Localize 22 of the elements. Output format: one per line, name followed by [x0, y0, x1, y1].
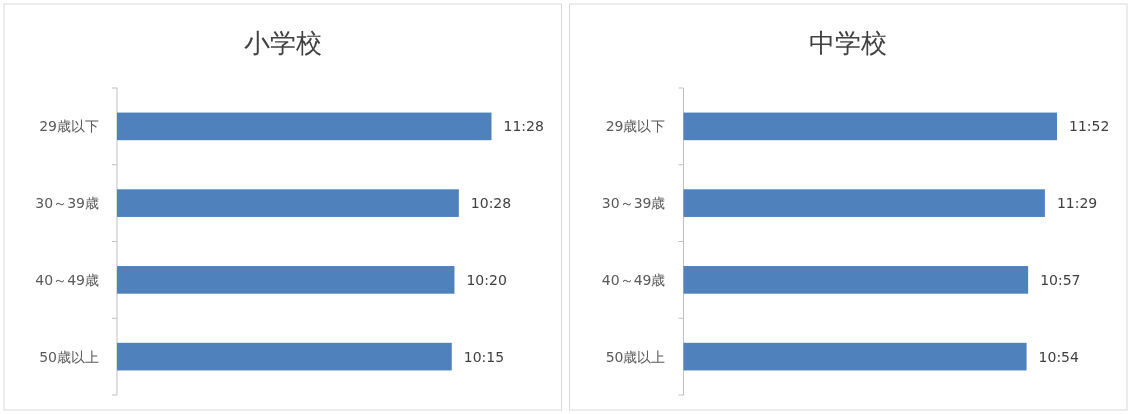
y-tick-label: 30～39歳: [35, 195, 99, 212]
chart-title: 中学校: [809, 28, 888, 58]
data-label: 10:57: [1040, 271, 1081, 288]
y-tick-label: 50歳以上: [605, 348, 666, 365]
chart-title: 小学校: [243, 28, 322, 58]
data-label: 10:20: [466, 271, 507, 288]
bar: [117, 189, 459, 217]
y-tick-label: 50歳以上: [39, 348, 99, 365]
bar: [117, 112, 492, 141]
data-label: 10:15: [463, 348, 505, 365]
y-tick-label: 29歳以下: [605, 118, 666, 135]
y-tick-label: 30～39歳: [601, 195, 666, 212]
y-tick-label: 29歳以下: [39, 118, 99, 135]
data-label: 11:28: [503, 118, 544, 135]
y-tick-label: 40～49歳: [35, 271, 99, 288]
data-label: 11:29: [1056, 195, 1098, 212]
data-label: 11:52: [1069, 118, 1110, 135]
bar: [117, 266, 455, 294]
data-label: 10:28: [470, 195, 512, 212]
y-tick-label: 40～49歳: [601, 271, 666, 288]
bar: [117, 342, 452, 371]
data-label: 10:54: [1038, 348, 1079, 365]
